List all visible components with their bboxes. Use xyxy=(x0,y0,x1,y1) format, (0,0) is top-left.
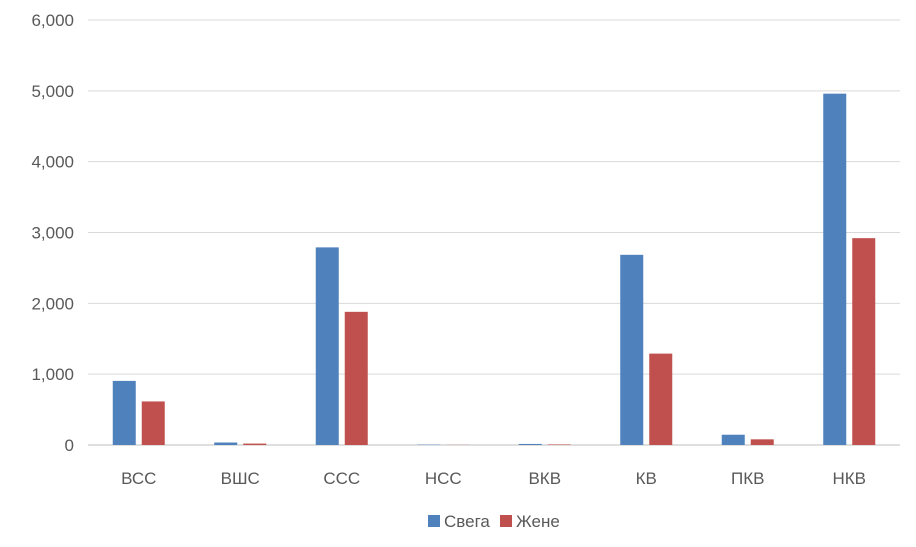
bar-Свега-ВСС xyxy=(113,381,136,445)
legend-swatch xyxy=(428,515,440,527)
bar-Жене-ПКВ xyxy=(751,439,774,445)
bars xyxy=(113,94,876,445)
y-tick-label: 2,000 xyxy=(31,294,74,313)
y-tick-label: 0 xyxy=(65,436,74,455)
bar-Жене-ССС xyxy=(345,312,368,445)
x-tick-label: ПКВ xyxy=(731,469,764,488)
x-tick-label: ВСС xyxy=(121,469,156,488)
legend-label: Жене xyxy=(516,512,560,531)
x-tick-label: НСС xyxy=(425,469,462,488)
bar-Свега-НКВ xyxy=(823,94,846,445)
y-tick-label: 1,000 xyxy=(31,365,74,384)
legend-swatch xyxy=(500,515,512,527)
bar-Свега-ПКВ xyxy=(722,435,745,445)
legend: Свега Жене xyxy=(428,512,560,531)
y-tick-label: 6,000 xyxy=(31,11,74,30)
bar-Свега-ВКВ xyxy=(519,444,542,445)
y-tick-label: 3,000 xyxy=(31,224,74,243)
bar-Свега-ССС xyxy=(316,247,339,445)
y-tick-label: 4,000 xyxy=(31,153,74,172)
y-axis-tick-labels: 0 1,000 2,000 3,000 4,000 5,000 6,000 xyxy=(31,11,74,455)
legend-label: Свега xyxy=(444,512,490,531)
x-tick-label: ВШС xyxy=(221,469,260,488)
bar-Жене-КВ xyxy=(649,354,672,445)
x-axis-tick-labels: ВСС ВШС ССС НСС ВКВ КВ ПКВ НКВ xyxy=(121,469,866,488)
bar-Свега-КВ xyxy=(620,255,643,445)
y-tick-label: 5,000 xyxy=(31,82,74,101)
bar-Жене-ВШС xyxy=(243,444,266,445)
x-tick-label: ССС xyxy=(323,469,360,488)
x-tick-label: НКВ xyxy=(832,469,866,488)
bar-Жене-НКВ xyxy=(852,238,875,445)
gridlines xyxy=(88,20,900,445)
bar-Свега-ВШС xyxy=(214,443,237,445)
bar-Жене-ВКВ xyxy=(548,444,571,445)
bar-Жене-ВСС xyxy=(142,401,165,445)
x-tick-label: КВ xyxy=(636,469,657,488)
x-tick-label: ВКВ xyxy=(528,469,561,488)
